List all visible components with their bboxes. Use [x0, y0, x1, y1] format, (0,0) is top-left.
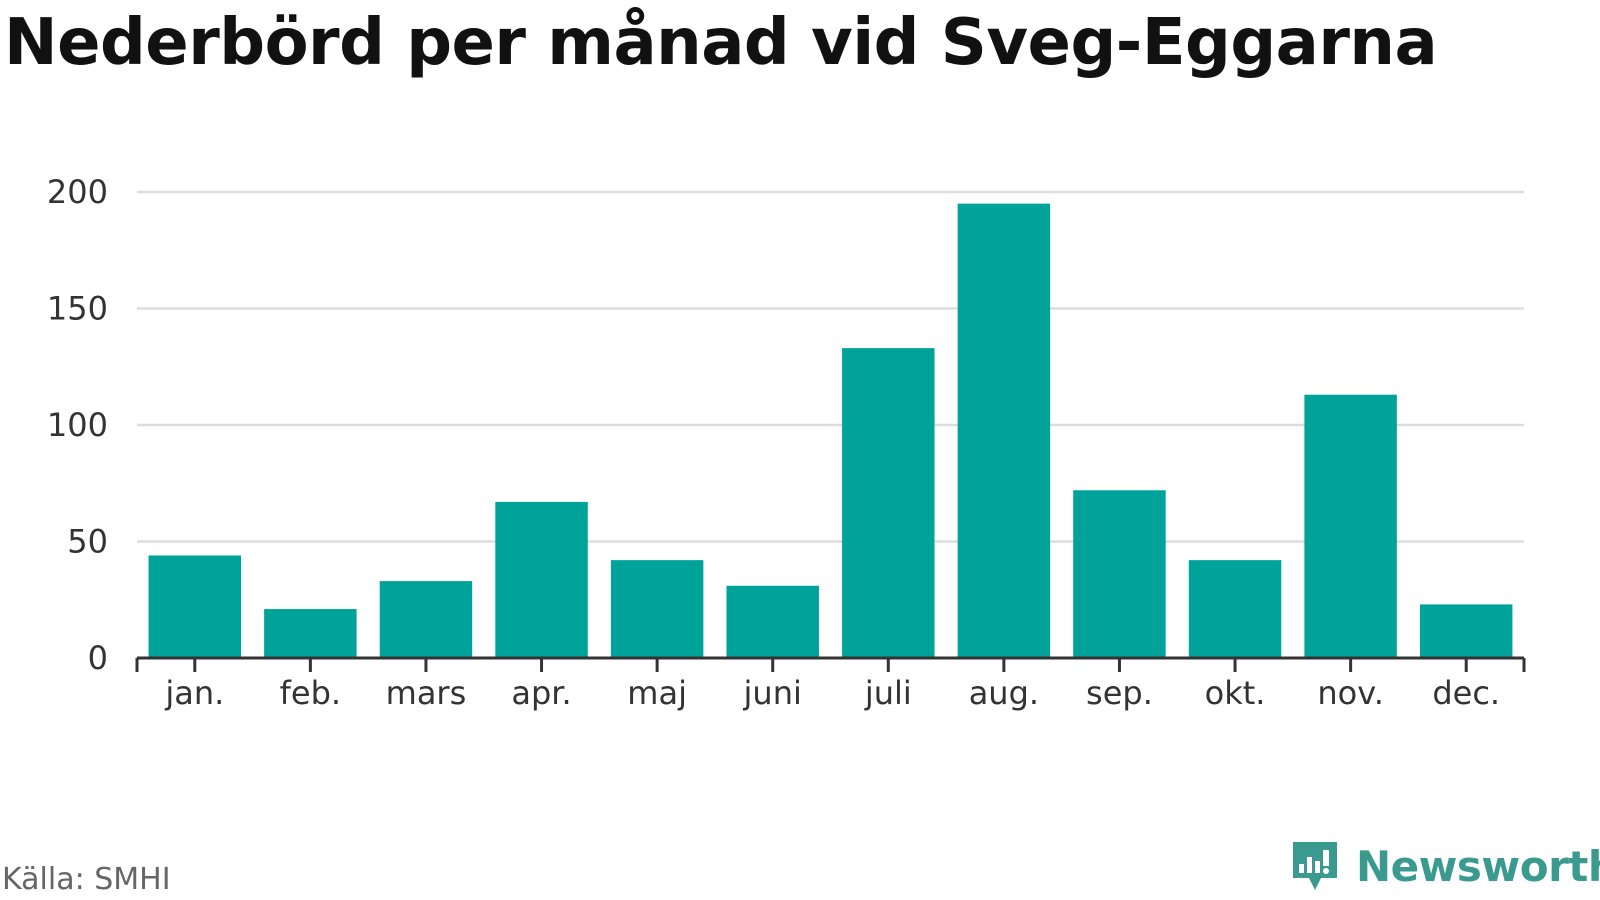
chart-title: Nederbörd per månad vid Sveg-Eggarna [4, 6, 1438, 80]
bar [148, 555, 242, 658]
y-tick-label: 150 [47, 290, 108, 328]
x-tick-label: jan. [164, 674, 224, 712]
x-tick-label: okt. [1205, 674, 1266, 712]
bar [1304, 394, 1397, 658]
x-tick-label: dec. [1432, 674, 1500, 712]
bar [726, 585, 819, 658]
bar [842, 348, 935, 658]
y-tick-label: 100 [47, 406, 108, 444]
x-tick-label: aug. [969, 674, 1039, 712]
y-axis-ticks: 0 50 100 150 200 [47, 173, 108, 677]
bar [610, 560, 704, 658]
bar [379, 581, 473, 658]
bars [148, 203, 1513, 658]
y-tick-label: 200 [47, 173, 108, 211]
newsworthy-logo-icon [1293, 842, 1337, 890]
brand-logo: Newsworthy [1290, 840, 1600, 892]
x-tick-label: sep. [1086, 674, 1153, 712]
x-tick-label: juni [743, 674, 802, 712]
x-tick-label: apr. [511, 674, 571, 712]
bar [1419, 604, 1513, 658]
x-axis-ticks: jan. feb. mars apr. maj juni juli aug. sep. okt. n… [164, 674, 1500, 712]
x-tick-label: juli [864, 674, 912, 712]
bar [957, 203, 1051, 658]
brand-name: Newsworthy [1356, 841, 1600, 891]
x-tick-label: nov. [1317, 674, 1383, 712]
x-axis [135, 656, 1526, 672]
gridlines [137, 190, 1524, 543]
y-tick-label: 50 [67, 523, 108, 561]
x-tick-label: mars [386, 674, 467, 712]
source-note: Källa: SMHI [2, 862, 171, 897]
x-tick-label: maj [627, 674, 687, 712]
x-tick-label: feb. [280, 674, 341, 712]
bar [264, 609, 357, 658]
y-tick-label: 0 [88, 639, 108, 677]
bar [1188, 560, 1282, 658]
bar [495, 501, 588, 658]
bar [1073, 490, 1166, 658]
